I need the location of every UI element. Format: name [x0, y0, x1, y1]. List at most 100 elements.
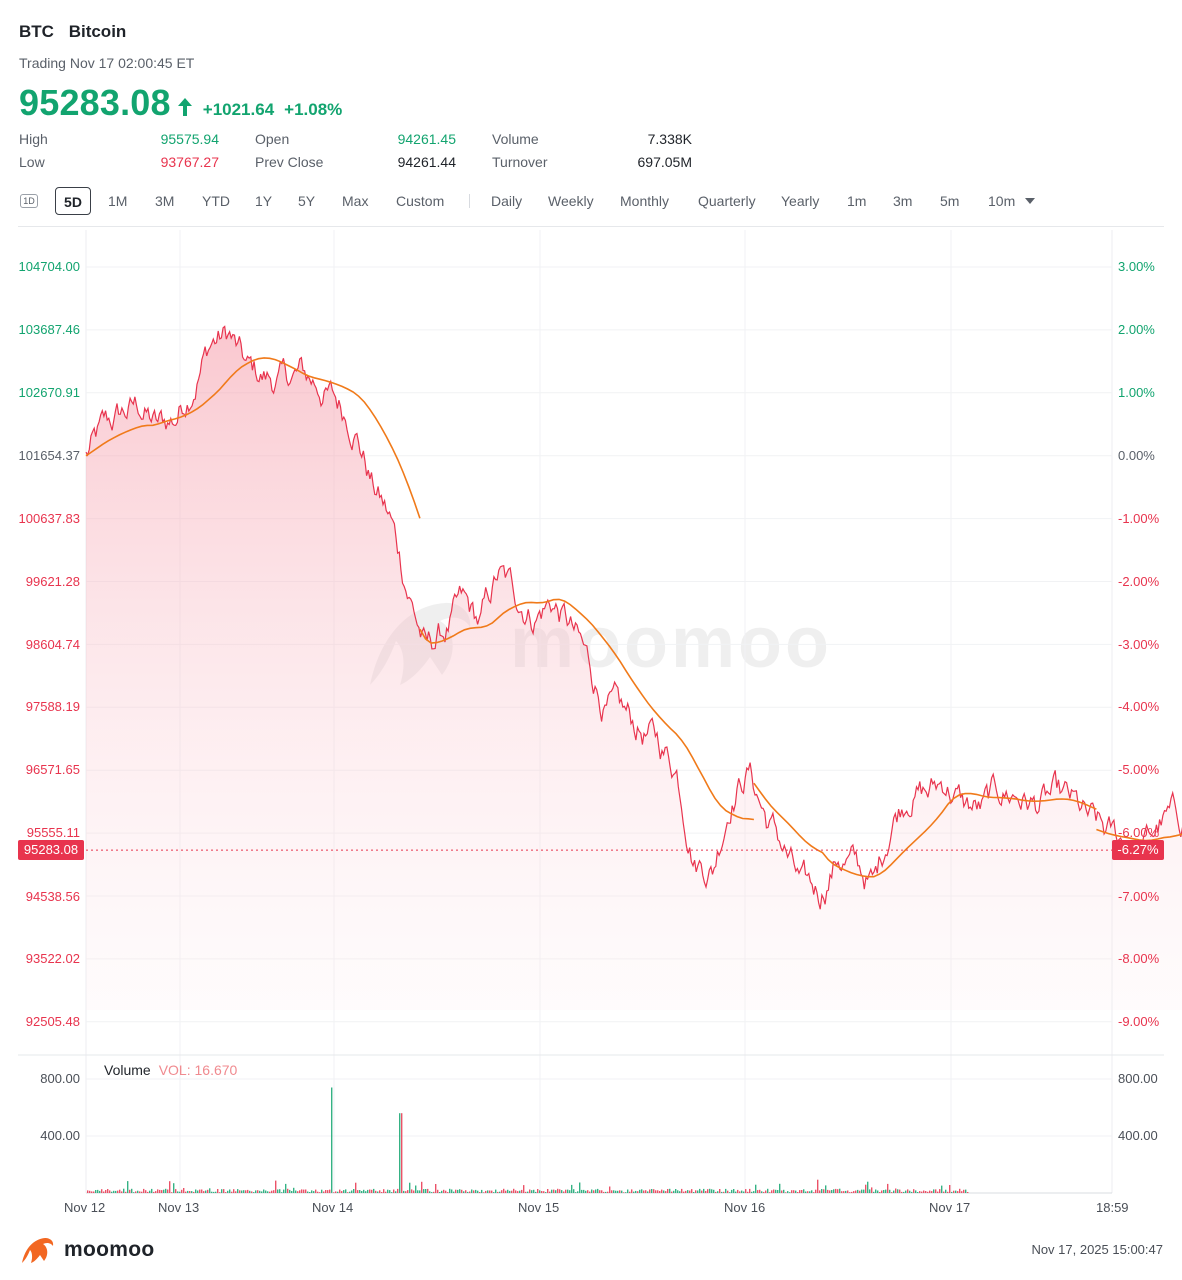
- price-axis-label: 96571.65: [25, 762, 80, 777]
- pct-axis-label: 2.00%: [1118, 322, 1155, 337]
- volume-label: Volume: [492, 131, 539, 147]
- volume-bar: [331, 1087, 333, 1193]
- volume-bar: [323, 1191, 325, 1193]
- x-axis-label: Nov 17: [929, 1200, 971, 1215]
- tab-5m-interval[interactable]: 5m: [940, 193, 960, 209]
- tab-1m-range[interactable]: 1M: [108, 193, 128, 209]
- volume-bar: [793, 1190, 795, 1193]
- volume-bar: [407, 1190, 409, 1193]
- volume-bar: [959, 1188, 961, 1193]
- volume-bar: [277, 1189, 279, 1193]
- volume-bar: [325, 1190, 327, 1193]
- volume-bar: [691, 1189, 693, 1193]
- volume-bar: [641, 1189, 643, 1193]
- volume-bar: [637, 1191, 639, 1193]
- volume-bar: [275, 1180, 277, 1193]
- volume-bar: [399, 1113, 401, 1193]
- volume-bar: [351, 1190, 353, 1193]
- tab-3m-interval[interactable]: 3m: [893, 193, 913, 209]
- volume-bar: [299, 1190, 301, 1193]
- volume-bar: [757, 1190, 759, 1193]
- volume-bar: [447, 1192, 449, 1193]
- volume-bar: [159, 1189, 161, 1193]
- pct-axis-label: -4.00%: [1118, 699, 1160, 714]
- volume-bar: [249, 1190, 251, 1193]
- volume-bar: [373, 1188, 375, 1193]
- volume-bar: [475, 1189, 477, 1193]
- volume-bar: [347, 1192, 349, 1193]
- pct-axis-label: -1.00%: [1118, 511, 1160, 526]
- volume-bar: [931, 1191, 933, 1193]
- volume-bar: [829, 1190, 831, 1193]
- volume-bar: [107, 1189, 109, 1193]
- volume-bar: [395, 1191, 397, 1193]
- volume-bar: [181, 1189, 183, 1193]
- volume-bar: [215, 1191, 217, 1193]
- volume-bar: [837, 1189, 839, 1193]
- x-axis-label: Nov 16: [724, 1200, 766, 1215]
- volume-bar: [375, 1190, 377, 1193]
- volume-bar: [167, 1189, 169, 1193]
- tab-1d-icon[interactable]: 1D: [20, 194, 38, 208]
- volume-bar: [387, 1189, 389, 1193]
- volume-bar: [581, 1189, 583, 1193]
- volume-bar: [709, 1188, 711, 1193]
- volume-bar: [953, 1190, 955, 1193]
- volume-bar: [675, 1189, 677, 1193]
- prev-close-label: Prev Close: [255, 154, 324, 170]
- volume-bar: [561, 1190, 563, 1193]
- volume-bar: [337, 1191, 339, 1193]
- volume-bar: [281, 1192, 283, 1193]
- tab-1m-interval[interactable]: 1m: [847, 193, 867, 209]
- volume-bar: [499, 1191, 501, 1193]
- price-axis-label: 94538.56: [25, 889, 80, 904]
- tab-3m-range[interactable]: 3M: [155, 193, 175, 209]
- volume-bar: [425, 1189, 427, 1193]
- volume-bar: [847, 1190, 849, 1193]
- volume-bar: [251, 1191, 253, 1193]
- volume-bar: [385, 1191, 387, 1193]
- volume-bar: [879, 1192, 881, 1193]
- volume-bar: [937, 1191, 939, 1193]
- tab-1y[interactable]: 1Y: [255, 193, 273, 209]
- tab-daily[interactable]: Daily: [491, 193, 523, 209]
- volume-bar: [237, 1189, 239, 1193]
- volume-bar: [741, 1190, 743, 1193]
- tab-monthly[interactable]: Monthly: [620, 193, 670, 209]
- tab-max[interactable]: Max: [342, 193, 369, 209]
- volume-bar: [667, 1189, 669, 1193]
- price-axis-label: 97588.19: [25, 699, 80, 714]
- volume-bar: [483, 1192, 485, 1193]
- volume-bar: [613, 1190, 615, 1193]
- volume-bar: [417, 1190, 419, 1193]
- volume-bar: [961, 1191, 963, 1193]
- volume-bar: [333, 1192, 335, 1193]
- tab-5d[interactable]: 5D: [55, 187, 91, 215]
- current-price-tag: 95283.08: [18, 840, 84, 860]
- volume-bar: [599, 1190, 601, 1193]
- x-axis-label: Nov 12: [64, 1200, 106, 1215]
- volume-bar: [489, 1190, 491, 1193]
- volume-bar: [881, 1190, 883, 1193]
- volume-bar: [885, 1189, 887, 1193]
- volume-bar: [521, 1189, 523, 1193]
- tab-yearly[interactable]: Yearly: [781, 193, 820, 209]
- tab-5y[interactable]: 5Y: [298, 193, 316, 209]
- tab-weekly[interactable]: Weekly: [548, 193, 594, 209]
- price-chart[interactable]: [0, 0, 1182, 1200]
- volume-bar: [353, 1189, 355, 1193]
- volume-bar: [255, 1190, 257, 1193]
- tab-ytd[interactable]: YTD: [202, 193, 230, 209]
- tab-quarterly[interactable]: Quarterly: [698, 193, 756, 209]
- tab-10m-interval[interactable]: 10m: [988, 187, 1036, 215]
- volume-bar: [859, 1190, 861, 1193]
- tab-custom[interactable]: Custom: [396, 193, 445, 209]
- volume-bar: [435, 1184, 437, 1193]
- volume-bar: [943, 1191, 945, 1193]
- volume-bar: [261, 1191, 263, 1193]
- volume-bar: [361, 1191, 363, 1193]
- volume-bar: [575, 1192, 577, 1193]
- price-area-fill: [86, 326, 1182, 1010]
- volume-bar: [875, 1189, 877, 1193]
- pct-axis-label: -5.00%: [1118, 762, 1160, 777]
